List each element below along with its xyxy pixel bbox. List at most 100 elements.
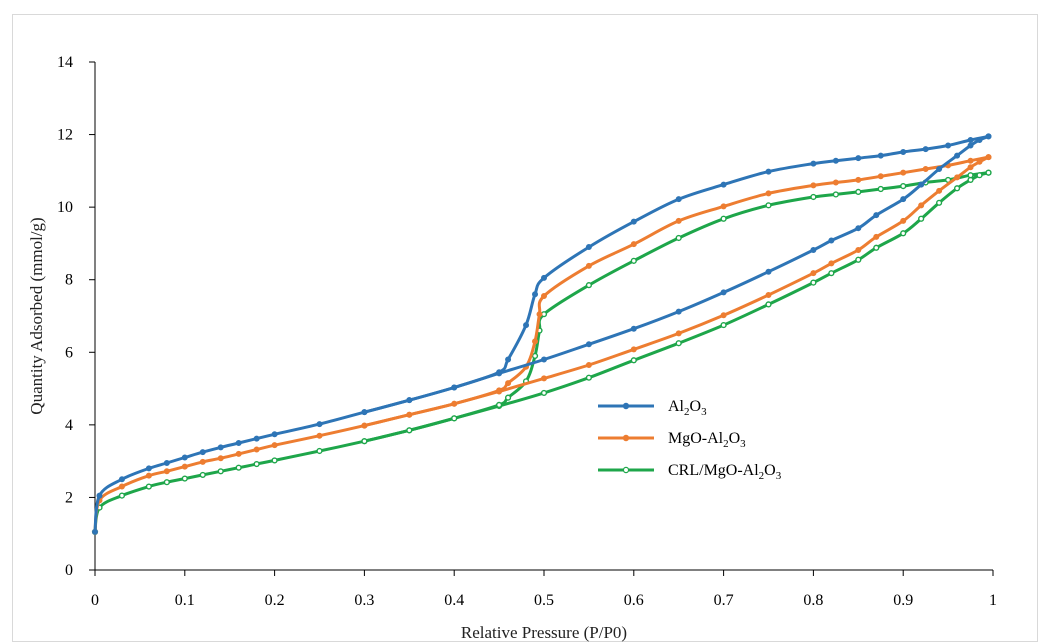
series-0	[92, 133, 992, 535]
data-point	[585, 374, 593, 381]
data-point	[271, 457, 278, 464]
y-tick-label: 10	[57, 199, 73, 216]
data-point	[810, 160, 817, 167]
data-point	[720, 321, 727, 329]
data-point	[630, 218, 637, 225]
data-point	[163, 459, 170, 466]
data-point	[163, 479, 170, 486]
data-point	[253, 460, 260, 468]
data-point	[900, 217, 907, 224]
data-point	[720, 312, 727, 319]
data-point	[810, 270, 817, 277]
data-point	[936, 166, 943, 173]
data-point	[675, 217, 682, 224]
data-point	[765, 268, 772, 275]
legend-text-part: MgO-Al	[668, 430, 724, 447]
x-tick-label: 1	[989, 592, 997, 609]
data-point	[967, 172, 974, 179]
data-point	[720, 203, 727, 210]
data-point	[145, 465, 152, 472]
data-point	[967, 164, 974, 171]
data-point	[720, 215, 727, 222]
data-point	[954, 174, 961, 181]
legend-text-part: O	[764, 462, 776, 479]
y-tick-label: 14	[57, 54, 73, 71]
data-point	[536, 311, 543, 318]
legend-subscript: 2	[759, 470, 765, 482]
data-point	[532, 338, 539, 345]
data-point	[967, 157, 974, 164]
x-tick-label: 0	[91, 592, 99, 609]
legend-marker	[622, 466, 630, 474]
data-point	[630, 346, 637, 353]
data-point	[810, 193, 817, 201]
data-point	[96, 492, 103, 499]
data-point	[504, 394, 512, 401]
series-line-adsorption	[93, 155, 990, 533]
data-point	[406, 411, 413, 418]
data-point	[936, 199, 943, 206]
data-point	[523, 322, 530, 329]
data-point	[451, 384, 458, 391]
y-axis-title: Quantity Adsorbed (mmol/g)	[27, 217, 46, 414]
data-point	[720, 289, 727, 296]
data-point	[855, 225, 862, 232]
data-point	[877, 185, 884, 193]
x-tick-label: 0.6	[624, 592, 644, 609]
data-point	[900, 169, 907, 176]
data-point	[918, 215, 925, 222]
data-point	[675, 234, 682, 242]
data-point	[945, 142, 952, 149]
data-point	[810, 182, 817, 189]
series-line-desorption	[364, 134, 989, 414]
data-point	[118, 492, 126, 499]
data-point	[832, 179, 839, 186]
data-point	[855, 155, 862, 162]
data-point	[976, 158, 983, 165]
legend-subscript: 3	[701, 406, 707, 418]
data-point	[936, 187, 943, 194]
data-point	[828, 270, 835, 277]
x-tick-label: 0.8	[803, 592, 823, 609]
data-point	[976, 172, 983, 179]
data-point	[922, 146, 929, 153]
data-point	[954, 152, 961, 159]
y-tick-label: 6	[65, 344, 73, 361]
data-point	[985, 169, 992, 176]
y-tick-label: 8	[65, 272, 73, 289]
data-point	[832, 191, 839, 198]
data-point	[505, 356, 512, 363]
data-point	[922, 166, 929, 173]
data-point	[541, 356, 548, 363]
data-point	[451, 400, 458, 407]
legend-label: CRL/MgO-Al2O3	[668, 462, 782, 482]
legend-subscript: 3	[740, 438, 746, 450]
data-point	[496, 369, 503, 376]
data-point	[271, 442, 278, 449]
x-tick-label: 0.7	[714, 592, 734, 609]
data-point	[181, 454, 188, 461]
data-point	[235, 464, 242, 471]
data-point	[630, 257, 637, 264]
legend-marker	[622, 434, 630, 442]
data-point	[217, 455, 224, 462]
data-point	[765, 202, 772, 209]
chart-axes: 0 2 4 6 8 10 12 14 0 0.1 0.2 0.3 0.4 0.5 0.6 0.7 0.8 0.9 1	[57, 54, 997, 609]
data-point	[585, 282, 593, 289]
data-point	[985, 154, 992, 161]
series-line-adsorption	[93, 135, 990, 533]
data-point	[765, 291, 772, 298]
data-point	[316, 447, 323, 455]
data-point	[496, 401, 503, 409]
data-point	[855, 256, 862, 263]
data-point	[900, 196, 907, 203]
series-1	[92, 154, 992, 535]
legend-marker	[622, 402, 630, 410]
x-tick-label: 0.1	[175, 592, 195, 609]
data-point	[541, 274, 548, 281]
data-point	[585, 244, 592, 251]
x-tick-label: 0.5	[534, 592, 554, 609]
data-point	[918, 202, 925, 209]
data-point	[828, 260, 835, 267]
